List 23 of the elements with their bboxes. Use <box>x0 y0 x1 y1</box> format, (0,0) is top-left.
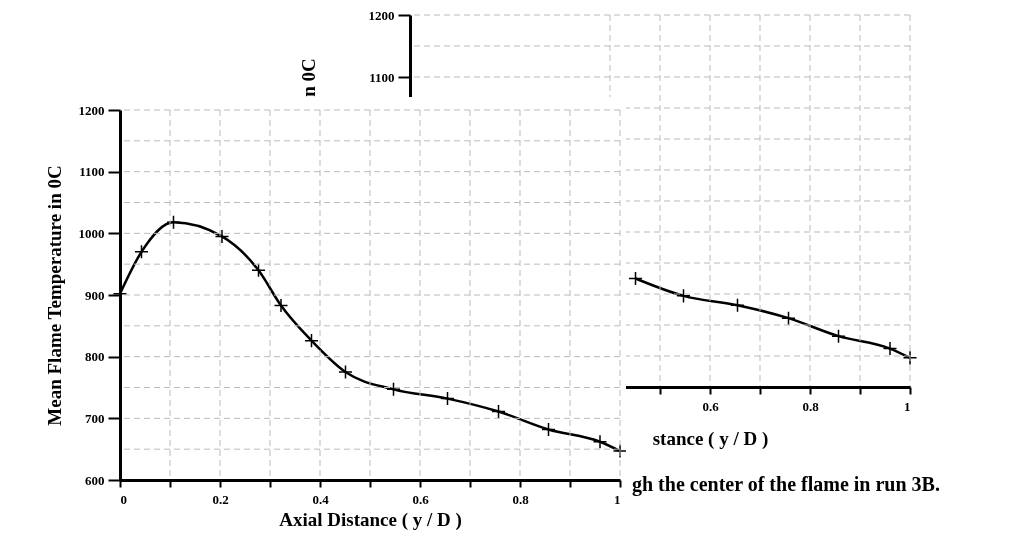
y-tick-label: 900 <box>85 287 105 303</box>
y-tick-label: 700 <box>85 410 105 426</box>
x-tick-label: 0.8 <box>802 398 820 414</box>
y-tick-label: 1200 <box>78 102 105 118</box>
x-axis-title: Axial Distance ( y / D ) <box>279 508 462 531</box>
x-tick-label: 0.2 <box>212 491 229 507</box>
x-tick-label: 0.6 <box>702 398 720 414</box>
x-tick-label: 0.4 <box>312 491 330 507</box>
x-tick-label: 1 <box>904 398 911 414</box>
y-tick-label: 1100 <box>369 69 395 85</box>
x-tick-label: 1 <box>614 491 621 507</box>
x-axis-title: stance ( y / D ) <box>652 427 769 450</box>
y-axis-title: n 0C <box>297 58 319 97</box>
y-tick-label: 1100 <box>79 164 105 180</box>
x-tick-label: 0.8 <box>512 491 530 507</box>
y-tick-label: 1200 <box>368 7 395 23</box>
y-tick-label: 800 <box>85 349 105 365</box>
y-axis-title: Mean Flame Temperature in 0C <box>43 165 65 426</box>
y-tick-label: 1000 <box>78 225 105 241</box>
y-tick-label: 600 <box>85 472 105 488</box>
x-tick-label: 0.6 <box>412 491 430 507</box>
text: gh the center of the flame in run 3B. <box>632 473 940 496</box>
x-tick-label: 0 <box>120 491 127 507</box>
